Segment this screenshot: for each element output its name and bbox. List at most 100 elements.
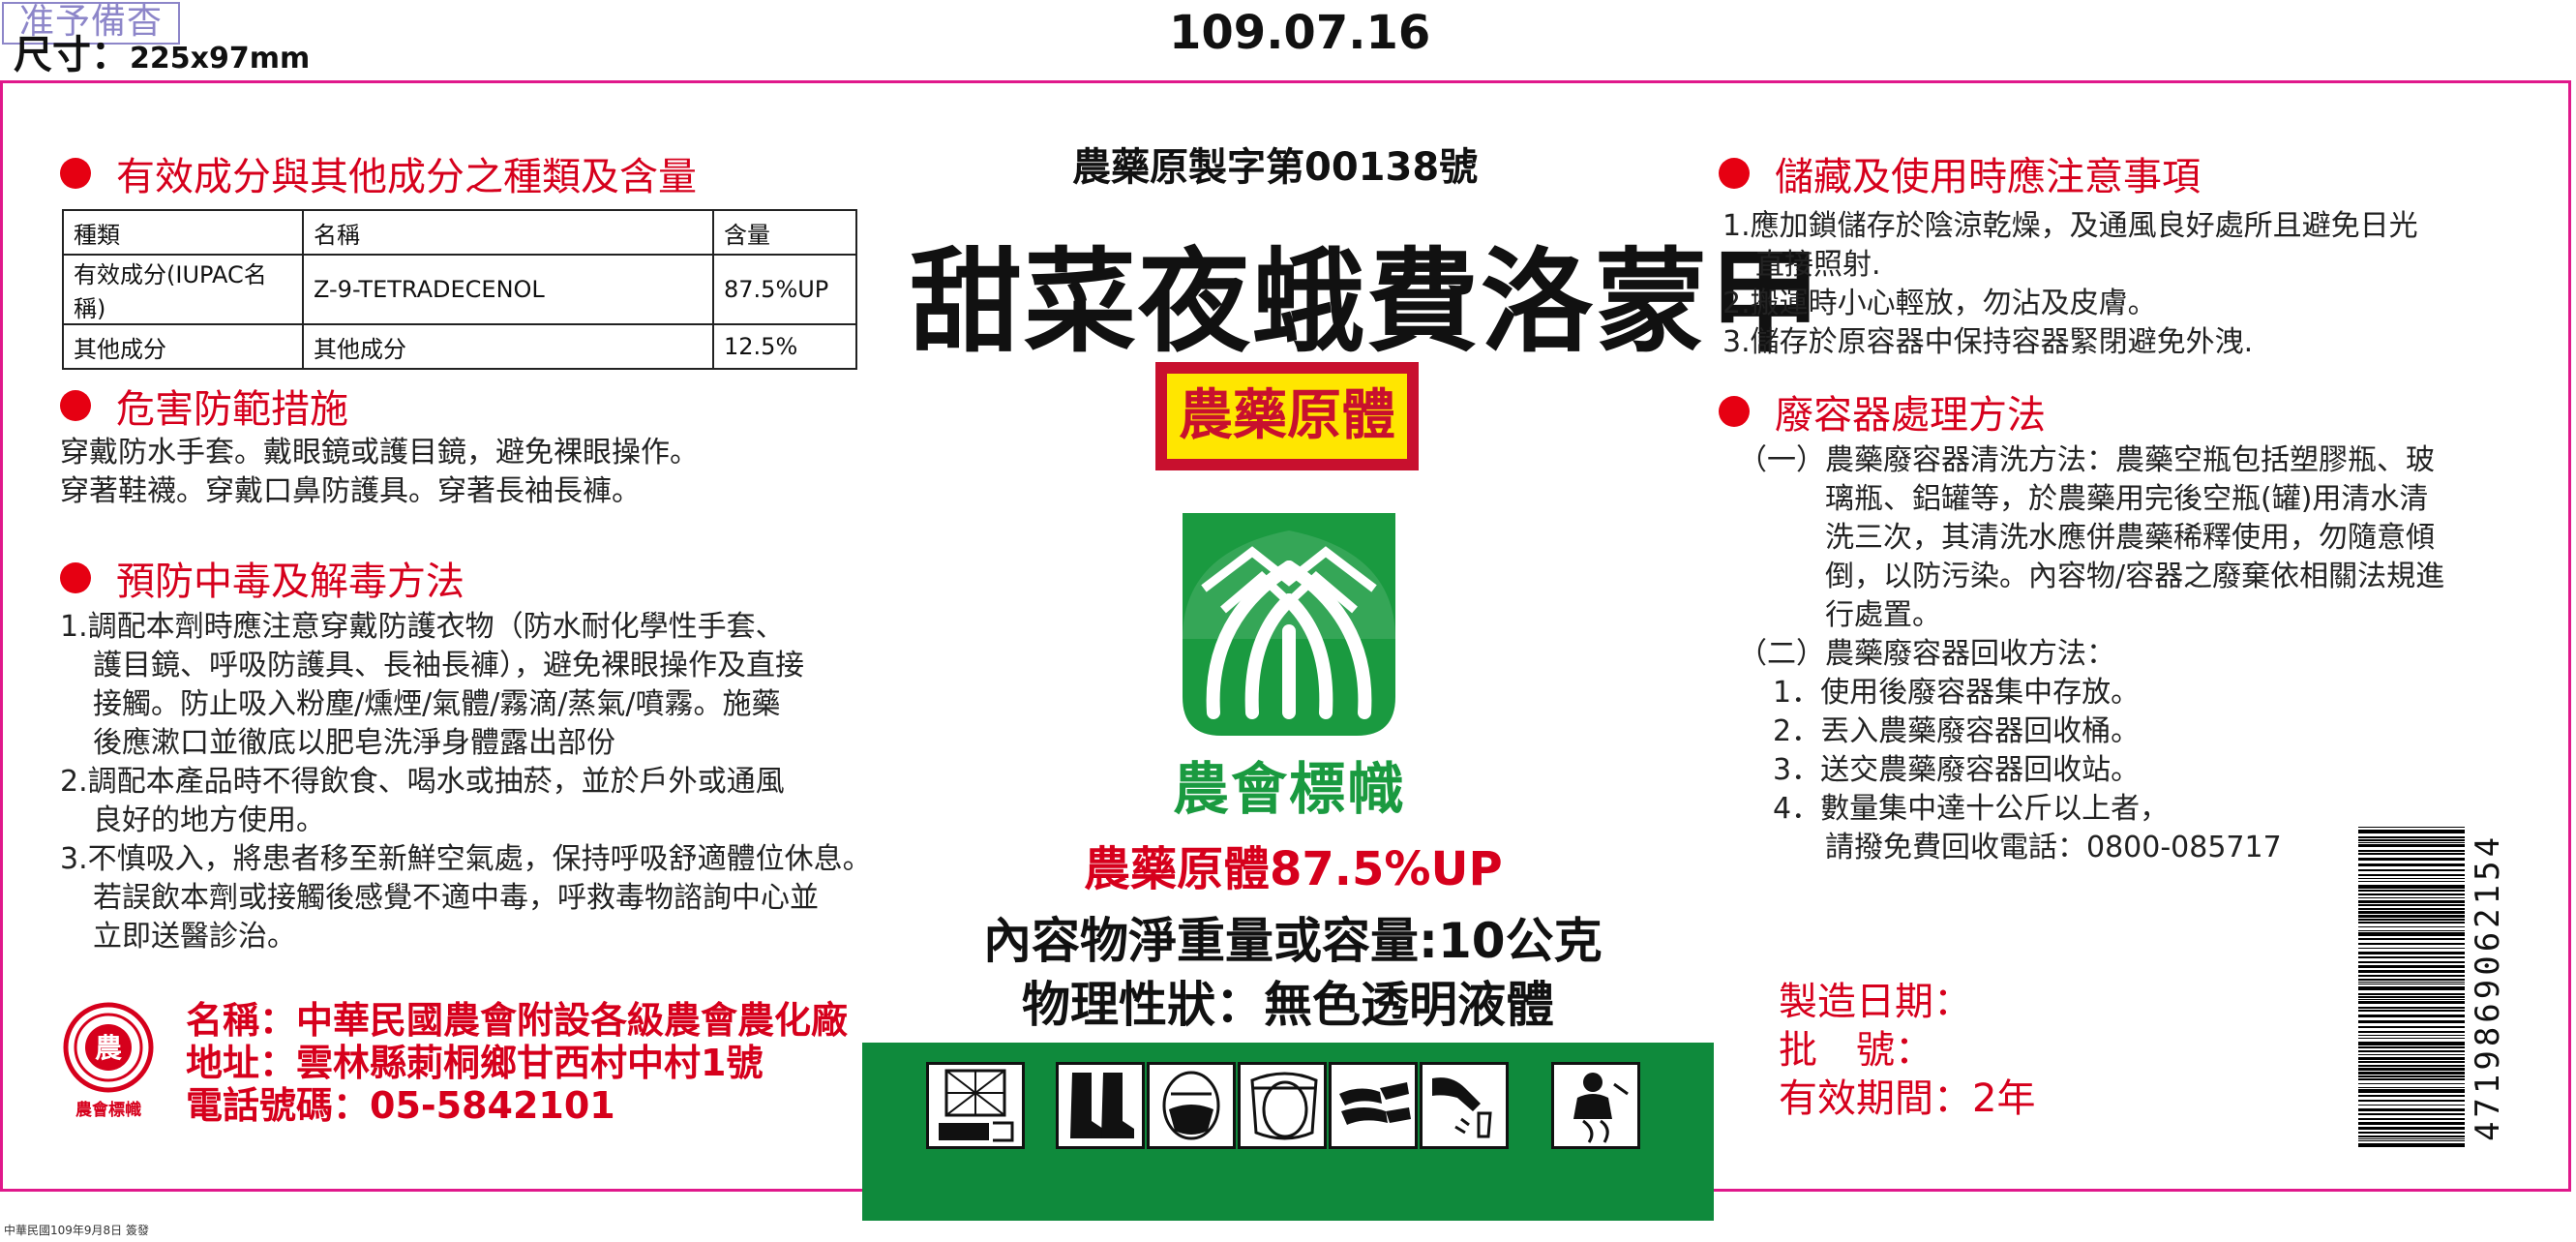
manufacturer-phone: 電話號碼：05-5842101 <box>186 1084 615 1127</box>
text-line: 穿著鞋襪。穿戴口鼻防護具。穿著長袖長褲。 <box>60 474 641 508</box>
toxic-icon <box>926 1062 1025 1149</box>
barcode-bar <box>2358 1100 2465 1102</box>
text-line: 1．使用後廢容器集中存放。 <box>1773 676 2141 710</box>
bullet-icon <box>1719 158 1750 189</box>
bullet-icon <box>1719 396 1750 427</box>
table-cell: 87.5%UP <box>712 254 857 325</box>
text-line: 護目鏡、呼吸防護具、長袖長褲），避免裸眼操作及直接 <box>93 649 804 682</box>
mask-icon <box>1147 1062 1236 1149</box>
barcode-bar <box>2358 1031 2465 1033</box>
barcode-bar <box>2358 1054 2465 1055</box>
barcode-bar <box>2358 956 2465 958</box>
barcode-bar <box>2358 1083 2465 1084</box>
bullet-icon <box>60 158 91 189</box>
text-line: 璃瓶、鋁罐等，於農藥用完後空瓶(罐)用清水清 <box>1825 482 2429 516</box>
barcode-bar <box>2358 1001 2465 1004</box>
manufacturer-block: 名稱：中華民國農會附設各級農會農化廠 地址：雲林縣莿桐鄉甘西村中村1號 電話號碼… <box>186 999 848 1127</box>
farmers-association-logo-icon <box>1183 513 1395 736</box>
bullet-icon <box>60 390 91 421</box>
barcode-bar <box>2358 911 2465 914</box>
hazard-heading: 危害防範措施 <box>60 378 348 434</box>
barcode-bar <box>2358 948 2465 949</box>
barcode-bar <box>2358 1127 2465 1130</box>
manufacture-date: 製造日期： <box>1779 980 1972 1024</box>
barcode-bar <box>2358 869 2465 871</box>
manufacturer-address: 地址：雲林縣莿桐鄉甘西村中村1號 <box>186 1042 764 1084</box>
barcode-bar <box>2358 1065 2465 1067</box>
text-line: 3.不慎吸入，將患者移至新鮮空氣處，保持呼吸舒適體位休息。 <box>60 842 872 876</box>
text-line: 2．丟入農藥廢容器回收桶。 <box>1773 714 2141 748</box>
hazard-heading-text: 危害防範措施 <box>116 387 348 432</box>
text-line: 2.調配本產品時不得飲食、喝水或抽菸，並於戶外或通風 <box>60 765 785 799</box>
registration-number: 農藥原製字第00138號 <box>1072 145 1479 190</box>
gloves-icon <box>1329 1062 1418 1149</box>
table-cell: 其他成分 <box>302 323 714 370</box>
barcode-bar <box>2358 943 2465 945</box>
text-line: 穿戴防水手套。戴眼鏡或護目鏡，避免裸眼操作。 <box>60 436 699 470</box>
text-line: （一）農藥廢容器清洗方法：農藥空瓶包括塑膠瓶、玻 <box>1738 443 2435 477</box>
text-line: 1.調配本劑時應注意穿戴防護衣物（防水耐化學性手套、 <box>60 610 785 644</box>
barcode-bar <box>2358 1046 2465 1048</box>
physical-state: 物理性狀：無色透明液體 <box>1022 977 1554 1033</box>
barcode-bar <box>2358 844 2465 847</box>
label-size: 尺寸：225x97mm <box>14 23 310 79</box>
manufacturer-name: 名稱：中華民國農會附設各級農會農化廠 <box>186 999 849 1042</box>
barcode-bar <box>2358 1095 2465 1097</box>
ingredients-table: 種類 名稱 含量 有效成分(IUPAC名稱) Z-9-TETRADECENOL … <box>62 209 857 370</box>
barcode-bar <box>2358 897 2465 898</box>
wash-hands-icon <box>1420 1062 1509 1149</box>
ingredients-heading: 有效成分與其他成分之種類及含量 <box>60 145 697 201</box>
badge-text: 農藥原體 <box>1167 374 1407 459</box>
table-cell: 有效成分(IUPAC名稱) <box>62 254 304 325</box>
boots-icon <box>1056 1062 1145 1149</box>
text-line: 4．數量集中達十公斤以上者， <box>1773 792 2170 826</box>
barcode-bar <box>2358 996 2465 998</box>
barcode-bar <box>2358 1020 2465 1023</box>
barcode-bar <box>2358 890 2465 892</box>
version-date: 109.07.16 <box>1169 6 1431 60</box>
bullet-icon <box>60 562 91 593</box>
text-line: 立即送醫診治。 <box>93 920 296 954</box>
barcode-bar <box>2358 1068 2465 1071</box>
barcode-bar <box>2358 830 2465 833</box>
barcode-bar <box>2358 842 2465 843</box>
barcode-bar <box>2358 1026 2465 1028</box>
barcode-bar <box>2358 1038 2465 1039</box>
text-line: 行處置。 <box>1825 598 1941 632</box>
barcode-bar <box>2358 1015 2465 1017</box>
barcode-bar <box>2358 1089 2465 1093</box>
text-line: 3.儲存於原容器中保持容器緊閉避免外洩. <box>1722 325 2254 359</box>
barcode-bar <box>2358 999 2465 1000</box>
barcode-bar <box>2358 1061 2465 1063</box>
barcode-bar <box>2358 982 2465 983</box>
barcode-bar <box>2358 850 2465 852</box>
table-header-row: 種類 名稱 含量 <box>62 209 857 256</box>
text-line: 洗三次，其清洗水應併農藥稀釋使用，勿隨意傾 <box>1825 521 2435 555</box>
table-row: 有效成分(IUPAC名稱) Z-9-TETRADECENOL 87.5%UP <box>62 254 857 325</box>
barcode-bar <box>2358 1035 2465 1036</box>
poison-text: 1.調配本劑時應注意穿戴防護衣物（防水耐化學性手套、 護目鏡、呼吸防護具、長袖長… <box>60 608 872 956</box>
barcode-bar <box>2358 1042 2465 1045</box>
disposal-heading-text: 廢容器處理方法 <box>1775 393 2046 438</box>
table-header-cell: 含量 <box>712 209 857 256</box>
text-line: 倒，以防污染。內容物/容器之廢棄依相關法規進 <box>1825 560 2445 593</box>
barcode-bar <box>2358 1132 2465 1134</box>
barcode-bar <box>2358 1122 2465 1125</box>
barcode-number: 4719869062154 <box>2469 833 2508 1142</box>
table-header-cell: 名稱 <box>302 209 714 256</box>
poison-heading: 預防中毒及解毒方法 <box>60 550 464 606</box>
size-label: 尺寸： <box>14 33 130 77</box>
barcode-bar <box>2358 904 2465 906</box>
date-block: 製造日期： 批 號： 有效期間：2年 <box>1779 978 2035 1123</box>
barcode-bar <box>2358 1143 2465 1147</box>
text-line: 直接照射. <box>1755 248 1881 282</box>
barcode: 4719869062154 <box>2358 823 2513 1152</box>
barcode-bar <box>2358 930 2465 931</box>
text-line: （二）農藥廢容器回收方法： <box>1738 637 2115 671</box>
barcode-bar <box>2358 836 2465 838</box>
pictogram-band <box>862 1043 1714 1221</box>
size-value: 225x97mm <box>130 42 311 76</box>
disposal-text: （一）農藥廢容器清洗方法：農藥空瓶包括塑膠瓶、玻 璃瓶、鋁罐等，於農藥用完後空瓶… <box>1738 441 2444 867</box>
product-name: 甜菜夜蛾費洛蒙甲 <box>910 237 1823 368</box>
text-line: 若誤飲本劑或接觸後感覺不適中毒，呼救毒物諮詢中心並 <box>93 881 819 915</box>
